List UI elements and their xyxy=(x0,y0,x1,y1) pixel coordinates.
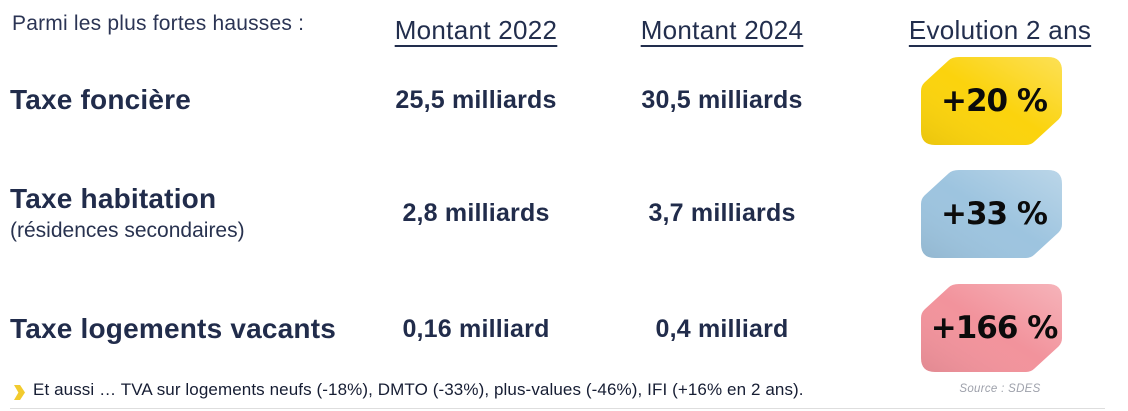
intro-text: Parmi les plus fortes hausses : xyxy=(12,12,305,35)
badge-tag-shape xyxy=(921,284,1062,372)
value-2022-taxe-logements-vacants: 0,16 milliard xyxy=(402,315,550,343)
column-header-evolution: Evolution 2 ans xyxy=(908,15,1092,45)
evolution-badge-taxe-logements-vacants: +166 % xyxy=(921,284,1063,372)
value-2024-taxe-habitation: 3,7 milliards xyxy=(648,199,796,227)
evolution-value: +166 % xyxy=(930,310,1059,346)
bottom-divider xyxy=(10,408,1105,409)
row-label-taxe-logements-vacants: Taxe logements vacants xyxy=(10,313,337,344)
evolution-value: +20 % xyxy=(941,83,1048,119)
badge-tag-shape xyxy=(921,57,1062,145)
row-label-taxe-habitation: Taxe habitation xyxy=(10,183,217,214)
row-sublabel-residences-secondaires: (résidences secondaires) xyxy=(10,219,245,242)
source-caption: Source : SDES xyxy=(959,383,1041,395)
value-2022-taxe-habitation: 2,8 milliards xyxy=(402,199,550,227)
evolution-value: +33 % xyxy=(941,196,1048,232)
value-2024-taxe-logements-vacants: 0,4 milliard xyxy=(655,315,789,343)
chevron-right-icon xyxy=(14,385,25,400)
evolution-badge-taxe-fonciere: +20 % xyxy=(921,57,1063,145)
footer-note: Et aussi … TVA sur logements neufs (-18%… xyxy=(33,380,804,399)
column-header-montant-2022: Montant 2022 xyxy=(394,15,558,45)
value-2022-taxe-fonciere: 25,5 milliards xyxy=(395,86,557,114)
badge-tag-shape xyxy=(921,170,1062,258)
row-label-taxe-fonciere: Taxe foncière xyxy=(10,84,192,115)
evolution-badge-taxe-habitation: +33 % xyxy=(921,170,1063,258)
column-header-montant-2024: Montant 2024 xyxy=(640,15,804,45)
value-2024-taxe-fonciere: 30,5 milliards xyxy=(641,86,803,114)
